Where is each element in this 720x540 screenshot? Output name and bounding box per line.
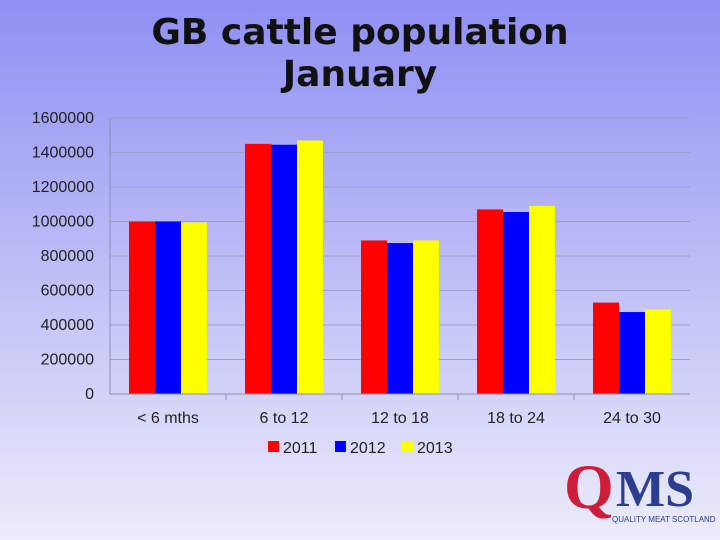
qms-logo: Q MS QUALITY MEAT SCOTLAND <box>564 452 716 524</box>
bar-2011 <box>129 221 155 394</box>
x-axis: < 6 mths 6 to 12 12 to 18 18 to 24 24 to 30 <box>110 393 690 427</box>
x-category-label: < 6 mths <box>137 410 199 427</box>
x-category-label: 24 to 30 <box>603 410 661 427</box>
bar-2013 <box>529 205 555 394</box>
y-axis-ticks: 0 200000 400000 600000 800000 1000000 1200000 1… <box>32 110 94 403</box>
bar-2013 <box>413 240 439 394</box>
y-tick-label: 1600000 <box>32 110 94 127</box>
y-tick-label: 600000 <box>41 283 94 300</box>
chart-title-line-2: January <box>282 54 438 95</box>
x-category-label: 6 to 12 <box>260 410 309 427</box>
logo-tagline: QUALITY MEAT SCOTLAND <box>612 515 716 524</box>
y-tick-label: 200000 <box>41 352 94 369</box>
bar-2012 <box>271 144 297 394</box>
y-tick-label: 1200000 <box>32 179 94 196</box>
bar-2013 <box>297 140 323 394</box>
y-tick-label: 800000 <box>41 248 94 265</box>
y-tick-label: 1000000 <box>32 214 94 231</box>
bar-2012 <box>155 221 181 394</box>
bar-2012 <box>619 312 645 394</box>
bar-2011 <box>477 209 503 394</box>
bar-2011 <box>361 240 387 394</box>
chart-title: GB cattle population January <box>0 12 720 96</box>
legend-label: 2013 <box>417 440 453 457</box>
bars <box>129 140 671 394</box>
logo-q: Q <box>564 452 614 522</box>
x-category-label: 12 to 18 <box>371 410 429 427</box>
legend-swatch-2011 <box>268 441 279 452</box>
chart-title-line-1: GB cattle population <box>151 12 569 53</box>
legend-label: 2011 <box>283 440 318 457</box>
legend-swatch-2012 <box>335 441 346 452</box>
bar-2012 <box>387 243 413 394</box>
legend: 2011 2012 2013 <box>268 440 453 457</box>
y-tick-label: 1400000 <box>32 145 94 162</box>
x-category-label: 18 to 24 <box>487 410 545 427</box>
y-tick-label: 400000 <box>41 317 94 334</box>
bar-2012 <box>503 212 529 394</box>
y-tick-label: 0 <box>85 386 94 403</box>
bar-2011 <box>245 143 271 394</box>
bar-2013 <box>181 222 207 394</box>
logo-ms: MS <box>616 461 694 518</box>
legend-label: 2012 <box>350 440 386 457</box>
legend-swatch-2013 <box>402 441 413 452</box>
bar-2011 <box>593 302 619 394</box>
bar-2013 <box>645 309 671 394</box>
